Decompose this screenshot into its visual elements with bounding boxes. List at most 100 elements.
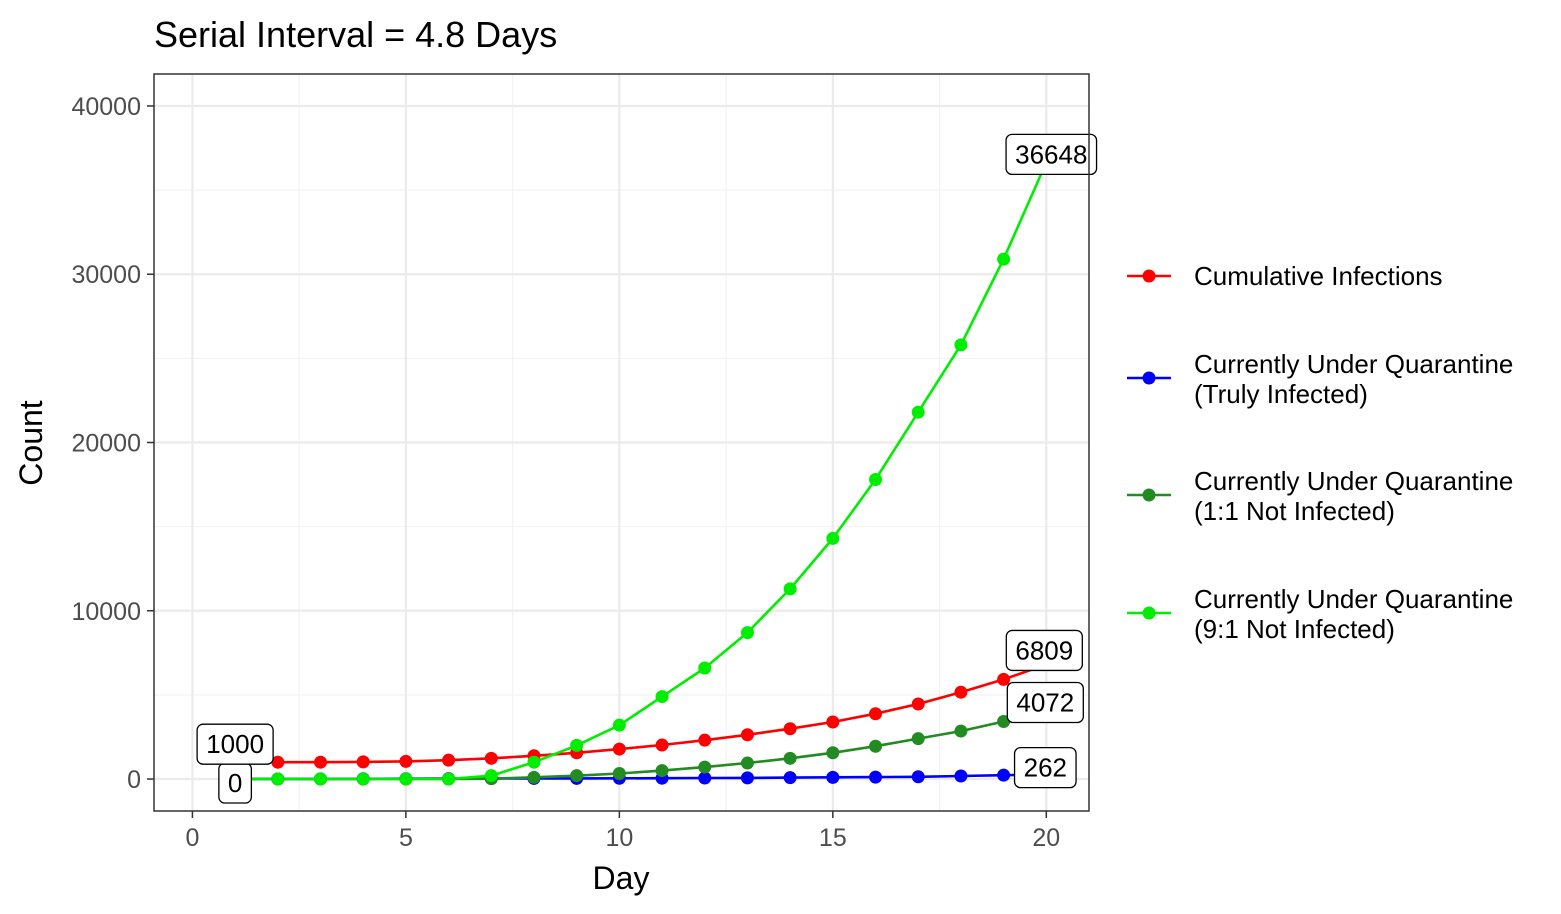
legend-item: Currently Under Quarantine (1:1 Not Infec… — [1127, 466, 1513, 526]
data-point — [527, 755, 541, 769]
legend-key-point — [1142, 606, 1156, 620]
y-tick-label: 10000 — [71, 598, 141, 626]
data-point — [911, 697, 925, 711]
y-tick-label: 0 — [127, 766, 141, 794]
data-point — [740, 756, 754, 770]
data-point — [356, 772, 370, 786]
chart-title: Serial Interval = 4.8 Days — [154, 14, 557, 55]
data-point — [740, 626, 754, 640]
y-tick-label: 30000 — [71, 261, 141, 289]
data-point — [911, 770, 925, 784]
data-point — [442, 772, 456, 786]
data-point — [783, 722, 797, 736]
data-point — [698, 661, 712, 675]
y-tick-label: 20000 — [71, 430, 141, 458]
start-label-text: 1000 — [206, 729, 264, 759]
data-point — [271, 755, 285, 769]
data-point — [997, 672, 1011, 686]
legend-key-point — [1142, 371, 1156, 385]
data-point — [612, 742, 626, 756]
start-label-text: 0 — [228, 768, 242, 798]
data-point — [271, 772, 285, 786]
data-point — [314, 755, 328, 769]
data-point — [954, 685, 968, 699]
x-axis-title: Day — [593, 860, 650, 896]
data-point — [314, 772, 328, 786]
data-point — [527, 770, 541, 784]
data-point — [954, 724, 968, 738]
data-point — [783, 582, 797, 596]
data-point — [869, 770, 883, 784]
series-points — [228, 155, 1053, 786]
data-point — [570, 769, 584, 783]
data-point — [869, 473, 883, 487]
start-label: 1000 — [196, 723, 274, 765]
data-point — [612, 718, 626, 732]
y-axis-title: Count — [13, 400, 49, 486]
end-label-text: 36648 — [1015, 139, 1087, 169]
legend-key-point — [1142, 269, 1156, 283]
data-point — [997, 768, 1011, 782]
legend-item: Currently Under Quarantine (9:1 Not Infec… — [1127, 584, 1513, 644]
data-point — [869, 707, 883, 721]
legend-item: Cumulative Infections — [1127, 261, 1443, 291]
series-line — [235, 663, 1047, 764]
end-label: 262 — [1013, 746, 1077, 789]
data-point — [484, 769, 498, 783]
data-point — [570, 738, 584, 752]
legend-label: Cumulative Infections — [1194, 261, 1443, 291]
data-point — [954, 338, 968, 352]
data-point — [911, 405, 925, 419]
data-point — [484, 751, 498, 765]
legend: Cumulative Infections Currently Under Qua… — [1127, 261, 1513, 644]
legend-label: Currently Under Quarantine (9:1 Not Infec… — [1194, 584, 1513, 644]
data-point — [783, 751, 797, 765]
legend-label: Currently Under Quarantine (Truly Infecte… — [1194, 349, 1513, 409]
data-point — [655, 690, 669, 704]
end-label-text: 262 — [1024, 753, 1067, 783]
series-line — [235, 709, 1047, 781]
data-point — [399, 754, 413, 768]
data-point — [826, 715, 840, 729]
x-tick-label: 5 — [399, 824, 413, 852]
end-label: 36648 — [1005, 133, 1098, 176]
data-point — [954, 769, 968, 783]
start-label: 0 — [218, 762, 253, 804]
y-tick-label: 40000 — [71, 93, 141, 121]
data-point — [698, 733, 712, 747]
data-point — [655, 738, 669, 752]
data-point — [442, 753, 456, 767]
x-tick-label: 0 — [185, 824, 199, 852]
series-line — [235, 161, 1048, 781]
data-labels: 0 1000 6809 262 4072 36648 — [196, 133, 1098, 804]
y-axis-ticks: 0 10000 20000 30000 40000 — [71, 93, 154, 794]
end-label-text: 6809 — [1015, 635, 1073, 665]
data-point — [612, 766, 626, 780]
data-point — [826, 531, 840, 545]
data-point — [997, 252, 1011, 266]
x-axis-ticks: 0 5 10 15 20 — [185, 811, 1060, 852]
data-point — [740, 771, 754, 785]
end-label: 6809 — [1005, 629, 1083, 672]
data-point — [826, 770, 840, 784]
legend-label: Currently Under Quarantine (1:1 Not Infec… — [1194, 466, 1513, 526]
data-point — [911, 732, 925, 746]
data-point — [698, 771, 712, 785]
data-point — [698, 760, 712, 774]
data-point — [869, 739, 883, 753]
data-point — [826, 746, 840, 760]
x-tick-label: 10 — [605, 824, 633, 852]
data-point — [655, 764, 669, 778]
x-tick-label: 20 — [1032, 824, 1060, 852]
data-point — [997, 714, 1011, 728]
data-point — [740, 728, 754, 742]
legend-key-point — [1142, 488, 1156, 502]
end-label-text: 4072 — [1016, 688, 1074, 718]
x-tick-label: 15 — [819, 824, 847, 852]
data-point — [356, 755, 370, 769]
data-point — [783, 771, 797, 785]
legend-item: Currently Under Quarantine (Truly Infecte… — [1127, 349, 1513, 409]
grid-lines — [154, 74, 1089, 811]
data-point — [399, 772, 413, 786]
